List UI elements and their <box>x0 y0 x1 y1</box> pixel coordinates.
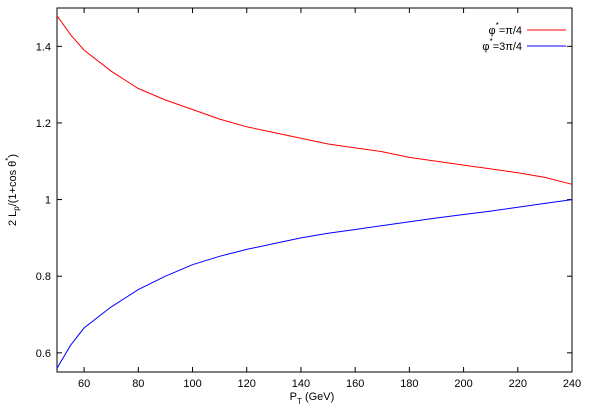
x-tick-label: 180 <box>400 378 418 390</box>
x-tick-label: 120 <box>238 378 256 390</box>
x-tick-label: 200 <box>454 378 472 390</box>
series-group <box>56 15 573 369</box>
x-tick-label: 240 <box>563 378 581 390</box>
x-axis-label: PT (GeV) <box>290 391 335 406</box>
x-tick-label: 220 <box>509 378 527 390</box>
axis-ticks: 60 80 100 120 140 160 180 200 220 240 0.6 0.8 1 1.2 1.… <box>36 8 581 390</box>
legend-label-series-1: φ*=π/4 <box>489 21 522 37</box>
y-tick-label: 0.6 <box>36 348 51 360</box>
x-tick-label: 60 <box>78 378 90 390</box>
y-tick-label: 1 <box>45 195 51 207</box>
x-tick-label: 100 <box>183 378 201 390</box>
y-tick-label: 1.2 <box>36 118 51 130</box>
y-tick-label: 1.4 <box>36 41 51 53</box>
plot-frame <box>56 7 573 373</box>
series-line-1 <box>56 15 573 185</box>
legend-label-series-2: φ*=3π/4 <box>482 37 522 53</box>
y-axis-label: 2 Lp/(1+cos θ*) <box>4 154 21 226</box>
y-tick-label: 0.8 <box>36 271 51 283</box>
x-tick-label: 80 <box>132 378 144 390</box>
x-tick-label: 140 <box>292 378 310 390</box>
legend: φ*=π/4 φ*=3π/4 <box>482 21 566 53</box>
x-tick-label: 160 <box>346 378 364 390</box>
series-line-2 <box>56 199 573 369</box>
